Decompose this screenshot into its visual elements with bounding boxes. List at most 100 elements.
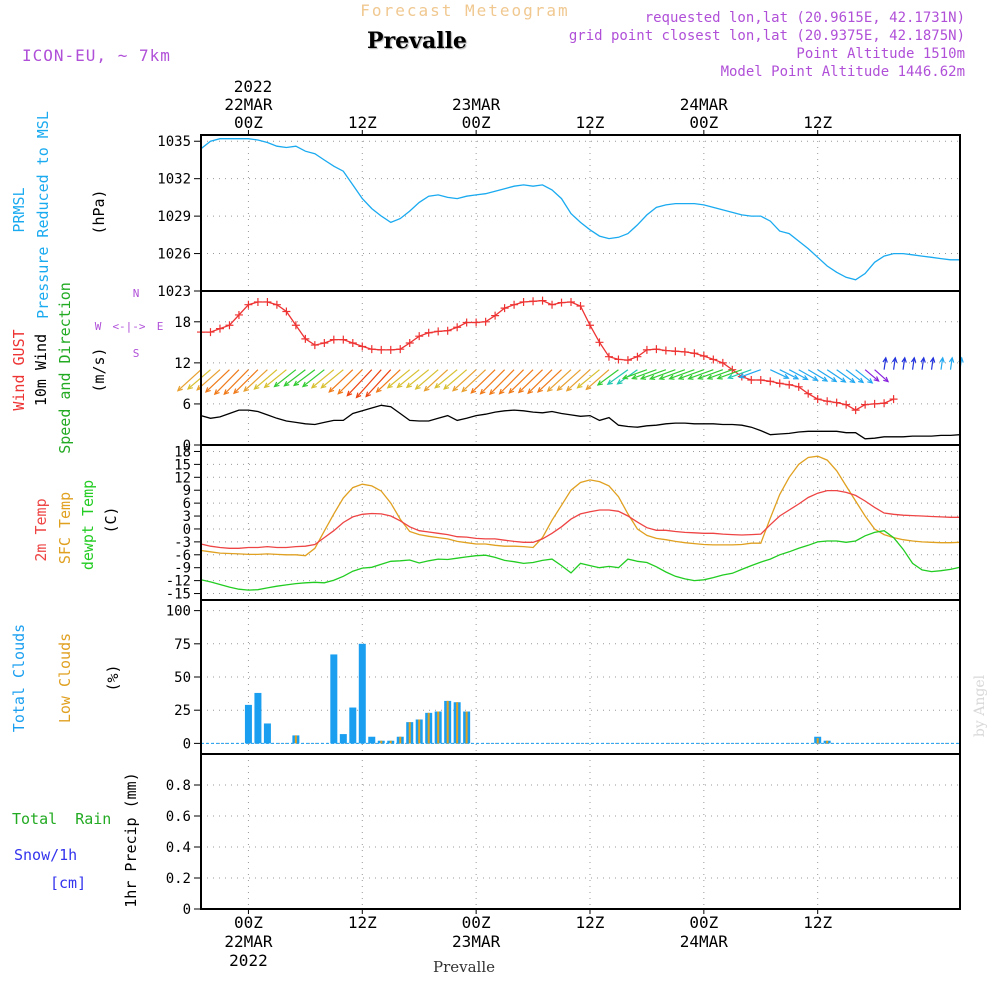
gust-marker [671, 347, 680, 356]
wind-arrow-shaft [233, 369, 259, 394]
panel-frame [200, 444, 961, 601]
pressure-series [201, 138, 960, 281]
wind-arrow-shaft [397, 369, 420, 388]
wind-arrow-head [891, 356, 898, 363]
gust-marker [462, 318, 471, 327]
gust-marker [291, 321, 300, 330]
wind-arrow-shaft [649, 369, 676, 380]
wind-arrow-shaft [717, 369, 742, 380]
wind-arrow-shaft [508, 369, 534, 394]
clouds-tick-label: 0 [183, 736, 191, 752]
wind-arrow-shaft [274, 369, 297, 388]
wind-arrow-head [867, 378, 874, 384]
wind-arrow-shaft [566, 369, 591, 392]
wind-arrow-shaft [187, 369, 211, 390]
wind-arrow-head [470, 387, 477, 394]
wind-arrow-shaft [337, 369, 363, 395]
wind-arrow-head [849, 377, 856, 384]
gust-marker [348, 339, 357, 348]
wind-arrow-head [243, 386, 250, 393]
gust-marker [358, 342, 367, 351]
wind-arrow-head [873, 376, 880, 382]
pressure-tick-label: 1026 [157, 247, 191, 263]
point-altitude: Point Altitude 1510m [796, 46, 965, 62]
wind-dir-label: Speed and Direction [56, 282, 74, 454]
gust-marker [500, 304, 509, 313]
wind-10m-label: 10m Wind [32, 334, 50, 406]
wind-arrow-head [223, 389, 230, 396]
total-cloud-bar [263, 723, 271, 744]
low-cloud-bar [418, 719, 421, 744]
prmsl-line [201, 138, 960, 281]
temp-tick-label: -9 [174, 561, 191, 577]
wind-arrow-head [405, 382, 412, 389]
clouds-tick-label: 50 [174, 670, 191, 686]
compass-icon: N S W E <-|-> [95, 287, 164, 360]
total-cloud-bar [368, 736, 376, 744]
wind-arrow-head [658, 374, 665, 380]
wind-arrow-head [443, 384, 450, 390]
wind-arrow-head [292, 380, 300, 387]
wind-arrow-head [783, 373, 790, 379]
wind-arrow-head [375, 387, 382, 393]
gust-marker [510, 300, 519, 309]
wind-tick-label: 6 [183, 397, 191, 413]
wind-arrow-shaft [678, 369, 705, 380]
gust-marker [415, 332, 424, 341]
wind-arrow-head [423, 385, 430, 392]
wind-arrow-head [414, 384, 421, 390]
wind-arrow-shaft [205, 369, 230, 393]
wind-arrow-head [479, 388, 486, 395]
low-cloud-bar [826, 740, 829, 744]
gust-marker [766, 377, 775, 386]
wind-arrow-shaft [874, 369, 889, 383]
wind-arrow-shaft [356, 369, 382, 398]
wind-arrow-head [546, 386, 553, 393]
wind-arrow-head [687, 374, 694, 380]
gust-marker [690, 349, 699, 358]
low-cloud-bar [294, 735, 297, 744]
forecast-subtitle: Forecast Meteogram [360, 1, 569, 20]
panels-layer: 10231026102910321035061218-15-12-9-6-303… [157, 134, 964, 918]
temp-tick-label: 3 [183, 509, 191, 525]
compass-n: N [133, 287, 140, 300]
wind-arrow-shaft [243, 369, 268, 392]
gust-marker [386, 345, 395, 354]
gust-marker [567, 297, 576, 306]
gust-marker [756, 375, 765, 384]
gust-marker [842, 400, 851, 409]
precip-tick-label: 0.4 [166, 840, 191, 856]
wind-arrow-head [697, 374, 704, 380]
wind-arrow-shaft [728, 369, 752, 379]
gust-marker [453, 323, 462, 332]
pressure-reduced-label: Pressure Reduced to MSL [34, 111, 52, 319]
wind-arrow-head [706, 374, 713, 380]
wind-arrow-head [263, 382, 270, 389]
gust-marker [234, 310, 243, 319]
top-axis-year: 2022 [234, 77, 273, 96]
clouds-tick-label: 75 [174, 637, 191, 653]
temp-tick-label: -15 [166, 587, 191, 603]
low-cloud-bar [465, 711, 468, 744]
wind-arrow-shaft [577, 369, 600, 389]
gust-marker [889, 395, 898, 404]
gust-marker [310, 341, 319, 350]
total-cloud-bar [254, 692, 262, 744]
gust-marker [263, 297, 272, 306]
wind-arrow-shaft [669, 369, 695, 380]
temp-unit: (C) [102, 506, 120, 533]
total-cloud-bar [339, 734, 347, 744]
wind-arrow-shaft [632, 369, 657, 380]
clouds-tick-label: 100 [166, 604, 191, 620]
wind-tick-label: 18 [174, 315, 191, 331]
wind-arrow-shaft [807, 369, 828, 382]
top-axis-date: 24MAR [680, 95, 729, 114]
low-cloud-bar [389, 740, 392, 744]
wind-arrow-shaft [864, 369, 879, 382]
wind-arrow-head [792, 374, 800, 380]
low-cloud-bar [380, 740, 383, 744]
model-altitude: Model Point Altitude 1446.62m [721, 64, 965, 80]
clouds-tick-label: 25 [174, 703, 191, 719]
wind-arrow-shaft [264, 369, 287, 388]
